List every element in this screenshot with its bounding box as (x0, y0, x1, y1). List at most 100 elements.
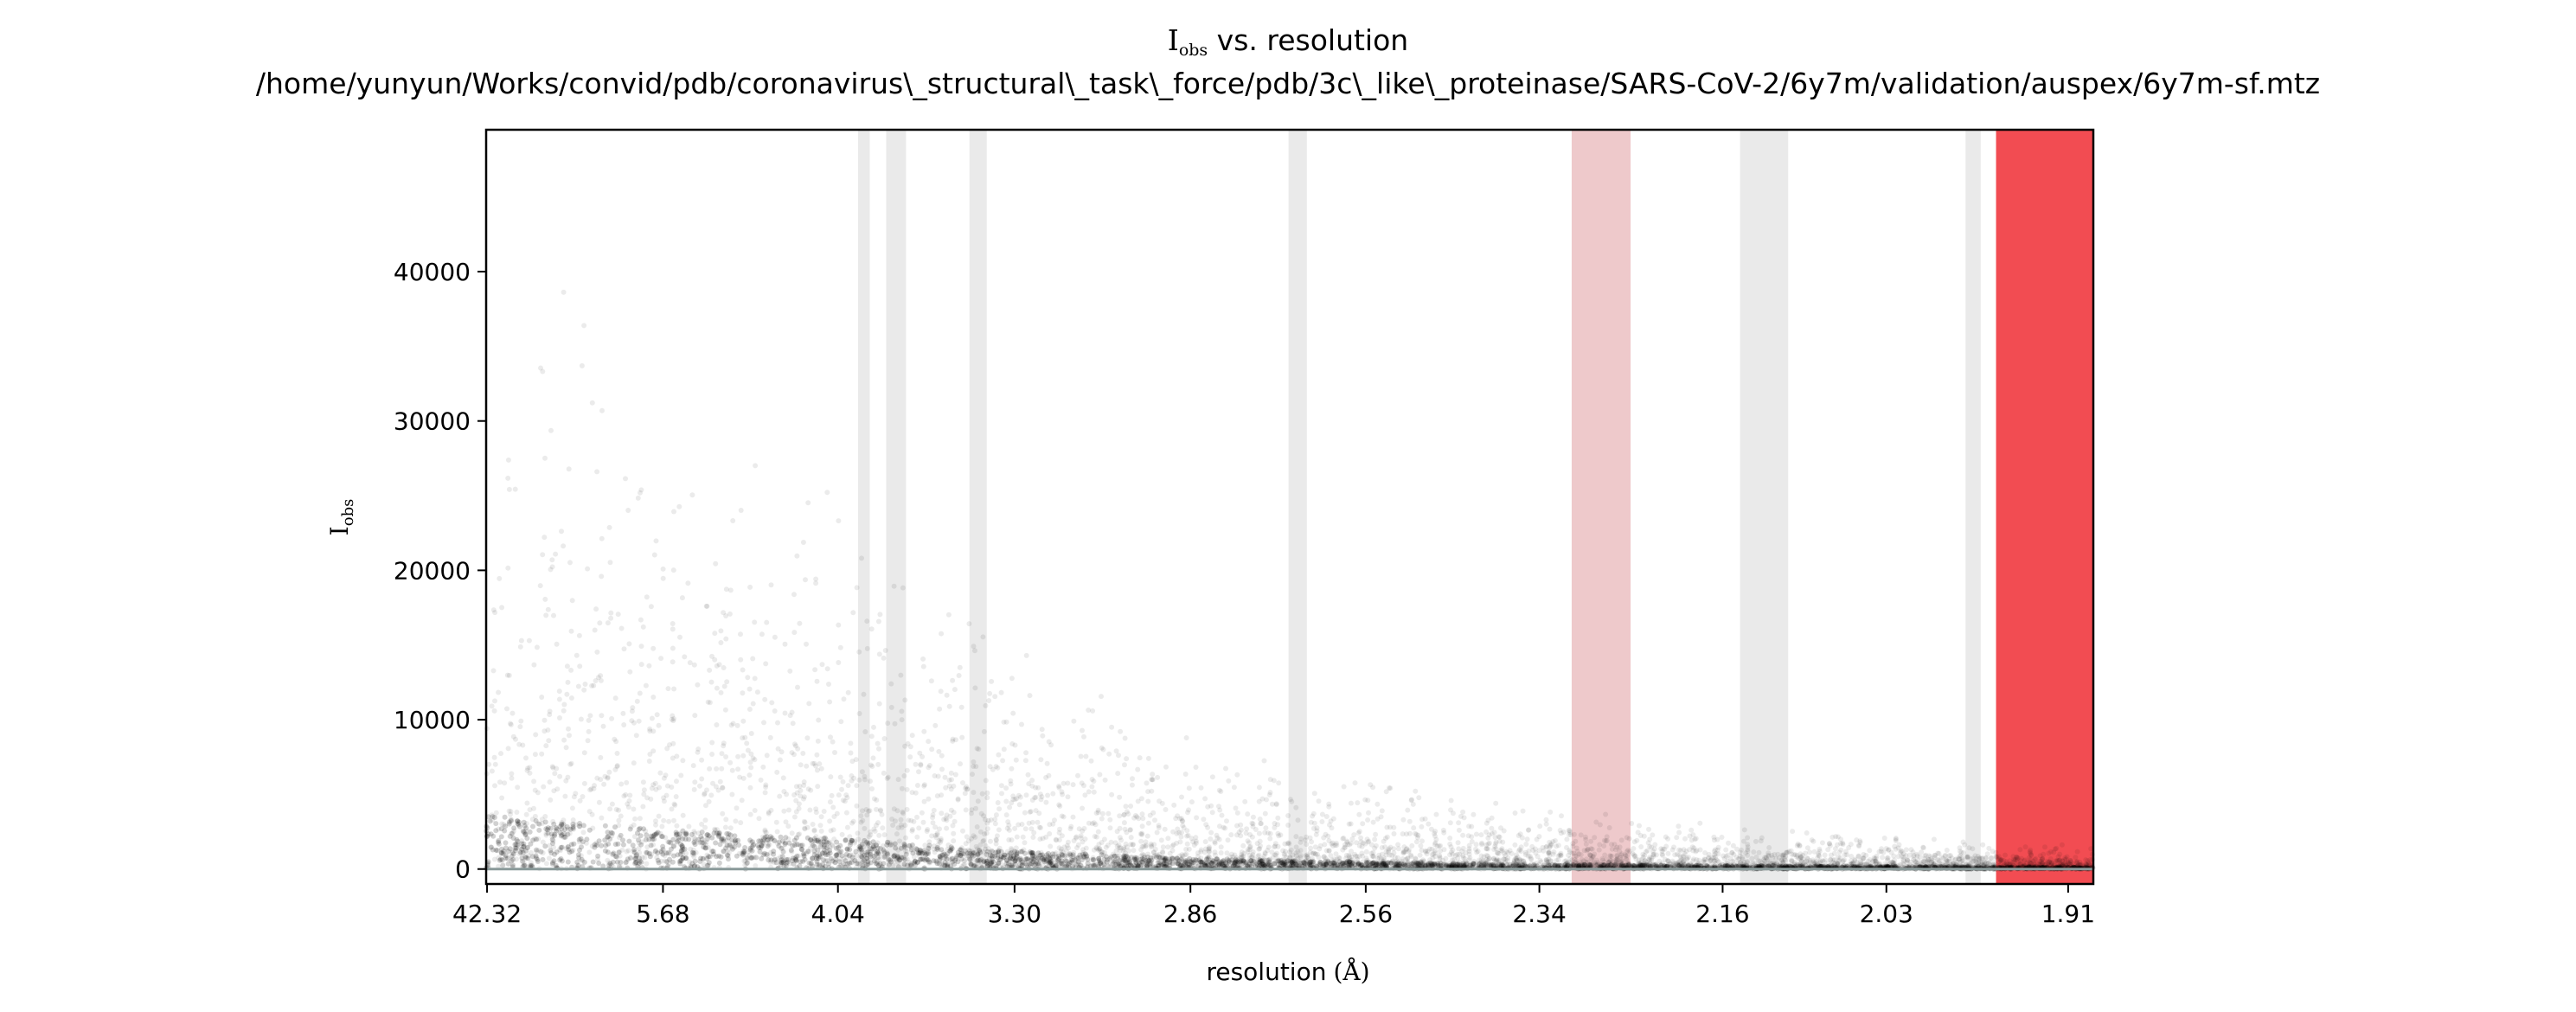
scatter-point (2051, 862, 2057, 868)
scatter-point (1100, 852, 1106, 858)
scatter-point (990, 849, 996, 855)
scatter-point (1659, 862, 1665, 868)
scatter-point (827, 839, 833, 845)
scatter-point (692, 779, 698, 785)
scatter-point (1923, 852, 1929, 858)
scatter-point (599, 407, 605, 413)
scatter-point (733, 818, 739, 824)
scatter-point (926, 763, 932, 768)
scatter-point (724, 679, 730, 685)
scatter-point (554, 641, 560, 647)
scatter-point (1672, 852, 1678, 858)
scatter-point (1555, 853, 1561, 859)
scatter-point (1023, 750, 1029, 756)
scatter-point (918, 761, 924, 767)
scatter-point (823, 849, 830, 855)
scatter-point (1478, 857, 1484, 863)
scatter-point (1383, 789, 1389, 795)
scatter-point (884, 776, 890, 781)
scatter-point (1131, 848, 1137, 854)
scatter-point (1769, 852, 1775, 858)
scatter-point (1631, 839, 1637, 845)
scatter-point (1347, 857, 1353, 863)
scatter-point (717, 778, 723, 785)
scatter-point (1267, 859, 1273, 864)
scatter-point (1594, 861, 1600, 868)
scatter-point (651, 552, 657, 558)
scatter-point (1929, 858, 1935, 864)
scatter-point (1606, 825, 1612, 830)
scatter-point (1021, 847, 1027, 853)
scatter-point (1099, 810, 1105, 817)
scatter-point (1102, 777, 1108, 783)
scatter-point (1028, 861, 1034, 868)
scatter-point (1265, 857, 1271, 863)
scatter-point (1876, 849, 1882, 855)
scatter-point (952, 772, 958, 778)
scatter-point (1713, 850, 1719, 856)
scatter-point (1485, 841, 1491, 847)
scatter-point (658, 849, 664, 855)
scatter-point (1170, 842, 1176, 848)
scatter-point (1352, 851, 1358, 857)
scatter-point (1447, 852, 1453, 858)
scatter-point (493, 828, 499, 834)
scatter-point (1689, 862, 1695, 868)
scatter-point (723, 636, 729, 642)
scatter-point (1182, 852, 1188, 858)
scatter-point (920, 663, 926, 669)
scatter-point (1930, 857, 1936, 863)
scatter-point (981, 837, 987, 843)
scatter-point (778, 854, 784, 860)
scatter-point (1546, 849, 1552, 855)
scatter-point (728, 844, 734, 850)
scatter-point (637, 816, 643, 822)
scatter-point (1604, 834, 1610, 840)
scatter-point (2059, 863, 2065, 869)
ice-ring-bands (857, 130, 2093, 884)
scatter-point (1828, 862, 1834, 868)
scatter-point (1427, 861, 1433, 867)
scatter-point (1081, 825, 1087, 831)
scatter-point (574, 652, 580, 658)
scatter-point (617, 835, 622, 841)
scatter-point (1856, 843, 1862, 849)
scatter-point (1326, 801, 1332, 807)
scatter-point (1527, 853, 1533, 859)
scatter-point (1792, 852, 1798, 858)
scatter-point (1234, 810, 1240, 816)
scatter-point (1003, 812, 1009, 818)
scatter-point (1907, 861, 1913, 868)
scatter-point (707, 700, 713, 706)
scatter-point (1643, 863, 1649, 869)
scatter-point (1124, 861, 1130, 868)
scatter-point (1181, 825, 1187, 830)
scatter-point (1382, 844, 1388, 850)
scatter-point (1341, 836, 1347, 841)
scatter-point (1169, 848, 1176, 854)
scatter-point (862, 773, 868, 779)
scatter-point (1065, 839, 1071, 845)
scatter-point (1815, 855, 1821, 861)
scatter-point (1448, 849, 1454, 855)
scatter-point (777, 793, 783, 799)
scatter-point (1391, 824, 1397, 830)
scatter-point (2063, 856, 2069, 862)
scatter-point (1303, 837, 1308, 843)
scatter-point (1267, 777, 1273, 783)
scatter-point (1641, 833, 1647, 839)
scatter-point (735, 766, 741, 772)
scatter-point (827, 818, 833, 824)
scatter-point (1009, 800, 1015, 806)
scatter-point (1650, 854, 1656, 859)
scatter-point (585, 566, 591, 572)
scatter-point (1615, 861, 1621, 867)
scatter-point (1139, 830, 1145, 836)
scatter-point (1076, 860, 1082, 866)
scatter-point (939, 631, 945, 637)
scatter-point (2014, 856, 2020, 862)
scatter-point (2036, 861, 2042, 867)
scatter-point (1499, 846, 1505, 852)
scatter-point (916, 769, 921, 775)
scatter-point (1545, 859, 1551, 865)
